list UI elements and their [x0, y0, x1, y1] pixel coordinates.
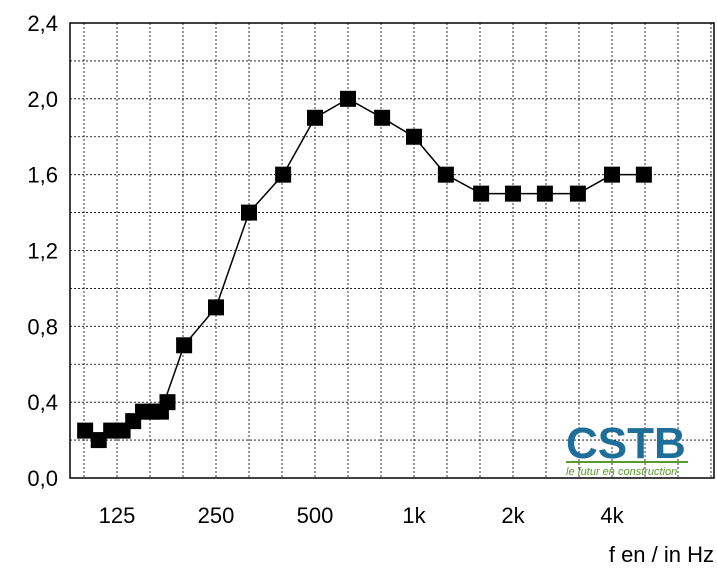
y-tick-label: 0,8 — [27, 314, 58, 339]
y-tick-label: 0,0 — [27, 466, 58, 491]
x-axis-ticks: 125 250 500 1k 2k 4k — [99, 503, 625, 528]
data-point-marker — [570, 186, 586, 202]
series-line-path — [85, 99, 644, 440]
data-point-marker — [340, 91, 356, 107]
x-tick-label: 500 — [297, 503, 334, 528]
logo-tagline: le futur en construction — [566, 466, 677, 478]
y-tick-label: 0,4 — [27, 390, 58, 415]
x-tick-label: 4k — [600, 503, 624, 528]
data-point-marker — [537, 186, 553, 202]
y-axis-ticks: 0,0 0,4 0,8 1,2 1,6 2,0 2,4 — [27, 11, 58, 491]
series-line — [77, 91, 652, 448]
x-axis-label: f en / in Hz — [609, 542, 714, 567]
data-point-marker — [374, 110, 390, 126]
data-point-marker — [275, 167, 291, 183]
logo-text: CSTB — [566, 419, 686, 468]
y-tick-label: 1,6 — [27, 163, 58, 188]
y-tick-label: 1,2 — [27, 239, 58, 264]
data-point-marker — [208, 299, 224, 315]
data-point-marker — [438, 167, 454, 183]
data-point-marker — [604, 167, 620, 183]
data-point-marker — [505, 186, 521, 202]
data-point-marker — [241, 205, 257, 221]
data-point-marker — [77, 423, 93, 439]
data-point-marker — [159, 394, 175, 410]
x-tick-label: 1k — [402, 503, 426, 528]
x-tick-label: 125 — [99, 503, 136, 528]
data-point-marker — [307, 110, 323, 126]
data-point-marker — [406, 129, 422, 145]
data-point-marker — [473, 186, 489, 202]
y-tick-label: 2,0 — [27, 87, 58, 112]
data-point-marker — [636, 167, 652, 183]
x-tick-label: 2k — [501, 503, 525, 528]
y-tick-label: 2,4 — [27, 11, 58, 36]
cstb-logo: CSTB le futur en construction — [566, 419, 688, 478]
x-tick-label: 250 — [198, 503, 235, 528]
data-point-marker — [176, 337, 192, 353]
